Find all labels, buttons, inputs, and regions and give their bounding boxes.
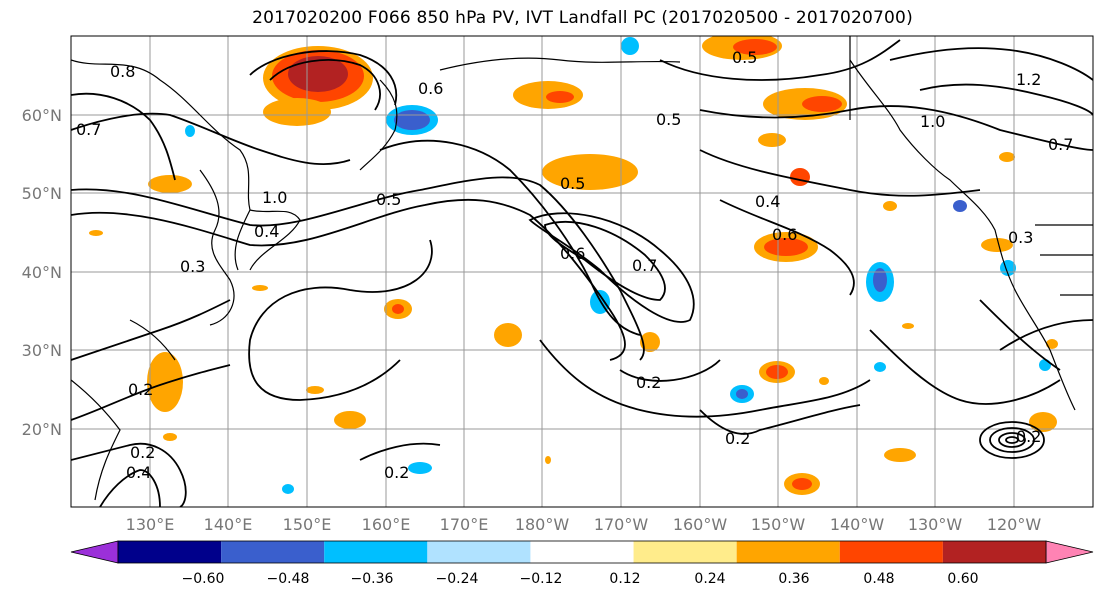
colorbar-tick: −0.24 <box>436 571 479 587</box>
colorbar-tick: −0.36 <box>351 571 394 587</box>
lat-label: 20°N <box>22 420 62 439</box>
colorbar-segment <box>942 541 1046 563</box>
colorbar: −0.60 −0.48 −0.36 −0.24 −0.12 0.12 0.24 … <box>70 540 1094 587</box>
contour-label: 0.4 <box>126 463 151 482</box>
contour-label: 0.2 <box>1016 427 1041 446</box>
contour-label: 0.5 <box>560 174 585 193</box>
lat-label: 30°N <box>22 341 62 360</box>
lon-label: 170°E <box>440 515 489 534</box>
lon-label: 150°E <box>283 515 332 534</box>
lon-label: 140°E <box>204 515 253 534</box>
colorbar-border <box>117 540 1047 564</box>
lon-label: 180°W <box>515 515 570 534</box>
contour-label: 0.3 <box>180 257 205 276</box>
colorbar-segment <box>324 541 428 563</box>
contour-label: 0.2 <box>128 380 153 399</box>
contour-label: 0.5 <box>376 190 401 209</box>
colorbar-segment <box>118 541 222 563</box>
lon-label: 160°E <box>362 515 411 534</box>
colorbar-segment <box>427 541 531 563</box>
colorbar-tick: 0.24 <box>694 571 725 587</box>
contour-label: 0.2 <box>725 429 750 448</box>
lon-label: 140°W <box>830 515 885 534</box>
lon-label: 160°W <box>673 515 728 534</box>
pv-contours <box>71 39 1093 507</box>
contour-label: 0.2 <box>636 373 661 392</box>
colorbar-tick: 0.36 <box>778 571 809 587</box>
contour-label: 0.8 <box>110 62 135 81</box>
colorbar-tick: 0.60 <box>947 571 978 587</box>
lat-label: 60°N <box>22 106 62 125</box>
contour-label: 0.5 <box>732 48 757 67</box>
latitude-labels: 60°N 50°N 40°N 30°N 20°N <box>22 106 62 439</box>
colorbar-segment <box>633 541 737 563</box>
contour-label: 0.6 <box>418 79 443 98</box>
lon-label: 130°W <box>908 515 963 534</box>
lon-label: 170°W <box>594 515 649 534</box>
contour-label: 1.0 <box>262 188 287 207</box>
contour-label: 0.3 <box>1008 228 1033 247</box>
colorbar-tick: −0.60 <box>182 571 225 587</box>
contour-label: 1.0 <box>920 112 945 131</box>
contour-label: 0.7 <box>76 120 101 139</box>
contour-label: 0.2 <box>130 443 155 462</box>
contour-label: 0.5 <box>656 110 681 129</box>
longitude-labels: 130°E 140°E 150°E 160°E 170°E 180°W 170°… <box>126 515 1042 534</box>
plot-border <box>70 35 1094 508</box>
contour-label: 0.6 <box>772 225 797 244</box>
contour-label: 0.7 <box>1048 135 1073 154</box>
lon-label: 120°W <box>987 515 1042 534</box>
graticule <box>71 36 1093 507</box>
contour-label: 0.4 <box>755 192 780 211</box>
lat-label: 40°N <box>22 263 62 282</box>
contour-labels: 0.8 0.6 0.7 0.5 1.0 0.4 0.3 0.2 0.5 0.6 … <box>76 48 1073 482</box>
contour-label: 0.4 <box>254 222 279 241</box>
contour-label: 0.7 <box>632 256 657 275</box>
colorbar-segment <box>221 541 325 563</box>
colorbar-tick: 0.12 <box>609 571 640 587</box>
colorbar-segment <box>530 541 634 563</box>
contour-label: 0.2 <box>384 463 409 482</box>
colorbar-segment <box>736 541 840 563</box>
map-plot-area: 0.8 0.6 0.7 0.5 1.0 0.4 0.3 0.2 0.5 0.6 … <box>71 36 1093 507</box>
colorbar-extend-low <box>70 540 119 564</box>
lon-label: 130°E <box>126 515 175 534</box>
colorbar-extend-high <box>1045 540 1094 564</box>
contour-label: 1.2 <box>1016 70 1041 89</box>
colorbar-tick: −0.48 <box>267 571 310 587</box>
map-title: 2017020200 F066 850 hPa PV, IVT Landfall… <box>252 8 913 28</box>
lat-label: 50°N <box>22 184 62 203</box>
colorbar-ticks: −0.60 −0.48 −0.36 −0.24 −0.12 0.12 0.24 … <box>182 571 979 587</box>
colorbar-tick: −0.12 <box>520 571 563 587</box>
colorbar-segments <box>117 540 1047 564</box>
colorbar-segment <box>839 541 943 563</box>
contour-label: 0.6 <box>560 244 585 263</box>
colorbar-tick: 0.48 <box>863 571 894 587</box>
lon-label: 150°W <box>751 515 806 534</box>
